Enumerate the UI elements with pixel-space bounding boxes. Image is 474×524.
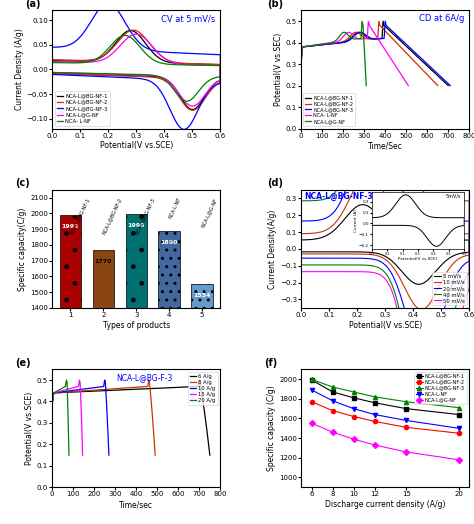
NCA-L@BG-NF-3 <box>456 405 462 411</box>
NCA-L@BG-NF-2 <box>403 424 409 430</box>
Y-axis label: Current Density(A/g): Current Density(A/g) <box>268 209 277 289</box>
NCA-L@BG-NF-3 <box>309 376 314 383</box>
NCA-L-NF <box>403 417 409 423</box>
Bar <box>93 250 114 524</box>
Bar <box>158 231 180 524</box>
Bar <box>60 215 81 524</box>
NCA-L@BG-NF-1 <box>372 400 377 406</box>
Text: 1992: 1992 <box>62 224 79 229</box>
Text: CD at 6A/g: CD at 6A/g <box>419 14 464 23</box>
Text: (c): (c) <box>15 178 30 188</box>
Legend: NCA-L@BG-NF-1, NCA-L@BG-NF-2, NCA-L@BG-NF-3, NCA-L-NF, NCA-L@G-NF: NCA-L@BG-NF-1, NCA-L@BG-NF-2, NCA-L@BG-N… <box>414 372 467 405</box>
NCA-L@BG-NF-3 <box>372 394 377 400</box>
Text: 1554: 1554 <box>193 293 211 298</box>
NCA-L-NF <box>351 406 356 412</box>
Line: NCA-L@BG-NF-3: NCA-L@BG-NF-3 <box>310 377 461 410</box>
NCA-L-NF <box>309 387 314 393</box>
Line: NCA-L@BG-NF-1: NCA-L@BG-NF-1 <box>310 378 461 417</box>
NCA-L@BG-NF-2 <box>456 430 462 436</box>
Text: 1770: 1770 <box>95 259 112 264</box>
Text: NCA-L@BG-NF-1: NCA-L@BG-NF-1 <box>69 196 90 235</box>
Legend: 6 A/g, 8 A/g, 10 A/g, 15 A/g, 20 A/g: 6 A/g, 8 A/g, 10 A/g, 15 A/g, 20 A/g <box>188 372 218 406</box>
Text: NCA-L@G-NF: NCA-L@G-NF <box>201 196 219 227</box>
Text: (f): (f) <box>264 358 277 368</box>
NCA-L@G-NF <box>372 442 377 448</box>
NCA-L@G-NF <box>456 456 462 463</box>
NCA-L@BG-NF-1 <box>403 406 409 412</box>
NCA-L@BG-NF-1 <box>456 411 462 418</box>
Text: NCA-L@BG-NF-3: NCA-L@BG-NF-3 <box>135 196 156 235</box>
NCA-L@BG-NF-2 <box>372 418 377 424</box>
Text: (e): (e) <box>15 358 31 368</box>
Line: NCA-L@G-NF: NCA-L@G-NF <box>310 421 461 462</box>
Legend: NCA-L@BG-NF-1, NCA-L@BG-NF-2, NCA-L@BG-NF-3, NCA- L-NF, NCA-L@G-NF: NCA-L@BG-NF-1, NCA-L@BG-NF-2, NCA-L@BG-N… <box>303 93 355 126</box>
Line: NCA-L@BG-NF-2: NCA-L@BG-NF-2 <box>310 400 461 435</box>
Text: (d): (d) <box>267 178 283 188</box>
Text: 1890: 1890 <box>160 240 178 245</box>
Y-axis label: Potential(V vs.SEC): Potential(V vs.SEC) <box>274 33 283 106</box>
X-axis label: Potential(V vs.SCE): Potential(V vs.SCE) <box>100 141 173 150</box>
Text: (a): (a) <box>25 0 41 9</box>
Y-axis label: Specific capacity (C/g): Specific capacity (C/g) <box>267 386 276 471</box>
NCA-L@BG-NF-2 <box>351 413 356 420</box>
Line: NCA-L-NF: NCA-L-NF <box>310 388 461 430</box>
NCA-L@BG-NF-3 <box>403 399 409 405</box>
NCA-L@BG-NF-1 <box>351 395 356 401</box>
Text: NCA-L-NF: NCA-L-NF <box>167 196 182 220</box>
Text: CV at 5 mV/s: CV at 5 mV/s <box>161 14 215 23</box>
Text: NCA-L@BG-F-3: NCA-L@BG-F-3 <box>116 373 173 382</box>
Legend: 5 mV/s, 10 mV/s, 20 mV/s, 40 mV/s, 50 mV/s: 5 mV/s, 10 mV/s, 20 mV/s, 40 mV/s, 50 mV… <box>432 272 466 305</box>
NCA-L@BG-NF-2 <box>309 399 314 405</box>
Y-axis label: Current Density (A/g): Current Density (A/g) <box>15 29 24 111</box>
X-axis label: Potential(V vs.SCE): Potential(V vs.SCE) <box>348 321 422 330</box>
NCA-L@G-NF <box>403 449 409 455</box>
NCA-L-NF <box>456 425 462 431</box>
X-axis label: Time/sec: Time/sec <box>119 500 153 509</box>
NCA-L-NF <box>330 398 336 404</box>
X-axis label: Time/Sec: Time/Sec <box>368 141 402 150</box>
NCA-L@BG-NF-3 <box>330 384 336 390</box>
Bar <box>191 283 213 524</box>
Y-axis label: Potential(V vs.SCE): Potential(V vs.SCE) <box>25 391 34 465</box>
NCA-L@BG-NF-1 <box>309 377 314 383</box>
Text: 1998: 1998 <box>128 223 145 228</box>
Text: NCA-L@BG-NF-2: NCA-L@BG-NF-2 <box>102 196 123 235</box>
X-axis label: Discharge current density (A/g): Discharge current density (A/g) <box>325 500 446 509</box>
Bar <box>126 214 147 524</box>
NCA-L@BG-NF-2 <box>330 408 336 414</box>
NCA-L@G-NF <box>330 429 336 435</box>
X-axis label: Types of products: Types of products <box>102 321 170 330</box>
NCA-L@G-NF <box>309 420 314 426</box>
NCA-L-NF <box>372 411 377 418</box>
Text: NCA-L@BG-NF-3: NCA-L@BG-NF-3 <box>304 192 373 201</box>
Legend: NCA-L@BG-NF-1, NCA-L@BG-NF-2, NCA-L@BG-NF-3, NCA-L@G-NF, NCA- L-NF: NCA-L@BG-NF-1, NCA-L@BG-NF-2, NCA-L@BG-N… <box>55 91 110 126</box>
NCA-L@BG-NF-3 <box>351 389 356 395</box>
NCA-L@G-NF <box>351 436 356 442</box>
Y-axis label: Specific capacity(C/g): Specific capacity(C/g) <box>18 207 27 291</box>
NCA-L@BG-NF-1 <box>330 389 336 395</box>
Text: (b): (b) <box>267 0 283 9</box>
